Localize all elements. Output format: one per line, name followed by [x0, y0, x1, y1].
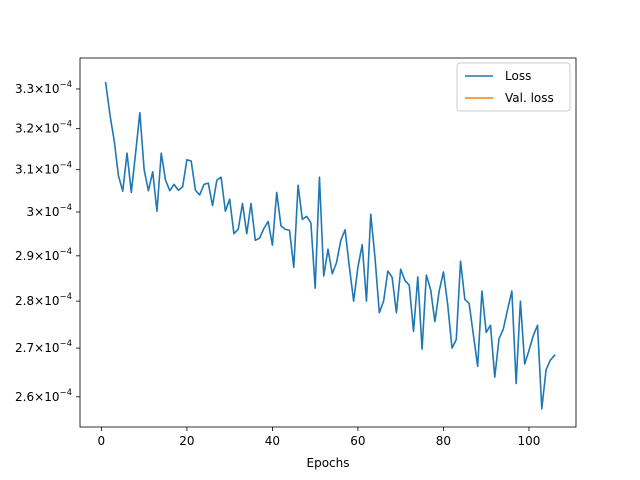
- y-tick-label: 2.9×10−4: [15, 247, 72, 263]
- y-tick-label-text: 3.1×10−4: [15, 161, 72, 177]
- x-tick-label: 80: [436, 434, 451, 448]
- x-axis-label: Epochs: [307, 456, 350, 470]
- x-axis: 0 20 40 60 80 100: [98, 427, 541, 448]
- y-tick-mantissa: 3.1: [15, 163, 34, 177]
- y-tick-exponent: −4: [59, 80, 72, 90]
- legend: Loss Val. loss: [456, 62, 571, 112]
- y-tick-times: ×10: [34, 163, 59, 177]
- y-tick-label: 3.3×10−4: [15, 80, 72, 96]
- y-tick-exponent: −4: [59, 161, 72, 171]
- y-tick-mantissa: 2.6: [15, 390, 34, 404]
- y-tick-mantissa: 2.8: [15, 294, 34, 308]
- y-tick-label: 2.8×10−4: [15, 292, 72, 308]
- x-tick-label: 0: [98, 434, 106, 448]
- y-tick-mantissa: 3.3: [15, 82, 34, 96]
- y-tick-label-text: 3×10−4: [27, 203, 73, 219]
- y-tick-exponent: −4: [59, 292, 72, 302]
- y-tick-label-text: 3.3×10−4: [15, 80, 72, 96]
- y-tick-exponent: −4: [59, 203, 72, 213]
- y-tick-mantissa: 3: [27, 205, 35, 219]
- y-tick-label-text: 2.9×10−4: [15, 247, 72, 263]
- y-tick-label-text: 2.7×10−4: [15, 339, 72, 355]
- y-tick-times: ×10: [34, 122, 59, 136]
- y-tick-exponent: −4: [59, 247, 72, 257]
- y-tick-exponent: −4: [59, 339, 72, 349]
- series-line-loss: [104, 81, 556, 410]
- x-tick-label: 60: [350, 434, 365, 448]
- x-tick-label: 40: [265, 434, 280, 448]
- y-tick-label: 3.1×10−4: [15, 161, 72, 177]
- y-tick-times: ×10: [34, 249, 59, 263]
- y-tick-label: 2.7×10−4: [15, 339, 72, 355]
- x-tick-label: 20: [179, 434, 194, 448]
- y-tick-label: 2.6×10−4: [15, 388, 72, 404]
- y-tick-times: ×10: [34, 205, 59, 219]
- y-tick-times: ×10: [34, 294, 59, 308]
- y-tick-label: 3.2×10−4: [15, 120, 72, 136]
- y-tick-times: ×10: [34, 82, 59, 96]
- y-tick-mantissa: 2.9: [15, 249, 34, 263]
- y-tick-label-text: 3.2×10−4: [15, 120, 72, 136]
- y-tick-label-text: 2.6×10−4: [15, 388, 72, 404]
- legend-box: [456, 62, 571, 112]
- y-tick-label-text: 2.8×10−4: [15, 292, 72, 308]
- legend-label-loss: Loss: [505, 69, 531, 83]
- y-tick-times: ×10: [34, 341, 59, 355]
- y-tick-exponent: −4: [59, 388, 72, 398]
- x-tick-label: 100: [518, 434, 541, 448]
- legend-label-val-loss: Val. loss: [505, 91, 554, 105]
- y-axis: 2.6×10−42.7×10−42.8×10−42.9×10−43×10−43.…: [15, 80, 80, 404]
- y-tick-mantissa: 2.7: [15, 341, 34, 355]
- y-tick-label: 3×10−4: [27, 203, 73, 219]
- plot-area: [79, 57, 577, 428]
- y-tick-exponent: −4: [59, 120, 72, 130]
- y-tick-mantissa: 3.2: [15, 122, 34, 136]
- y-tick-times: ×10: [34, 390, 59, 404]
- axes-frame: [79, 57, 577, 428]
